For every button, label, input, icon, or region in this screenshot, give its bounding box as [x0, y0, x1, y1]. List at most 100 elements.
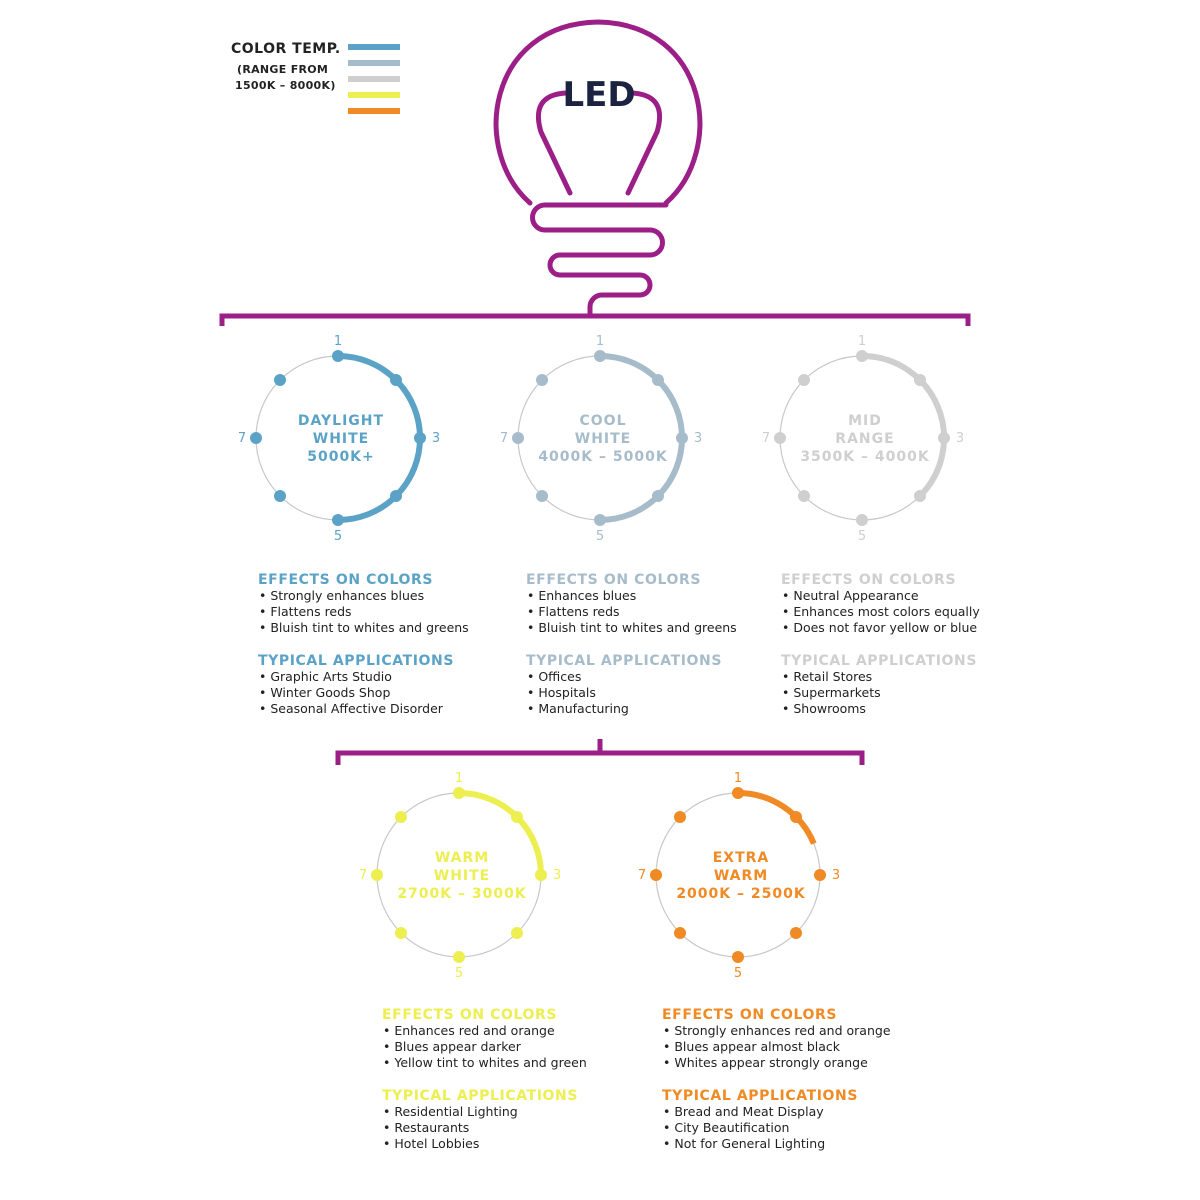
dial-dot	[651, 374, 664, 387]
legend-swatch	[348, 92, 400, 98]
bulb-icon	[493, 19, 703, 319]
dial-number: 7	[500, 431, 508, 446]
dial-number: 3	[832, 868, 840, 883]
dial-number: 7	[238, 431, 246, 446]
top-bracket	[219, 313, 971, 326]
effects-item: • Flattens reds	[527, 604, 620, 619]
dial-dot	[536, 489, 549, 502]
category-details-1: EFFECTS ON COLORS• Enhances blues• Flatt…	[526, 572, 737, 716]
dial-label-line: MID	[848, 413, 882, 429]
category-details-2: EFFECTS ON COLORS• Neutral Appearance• E…	[781, 572, 980, 716]
effects-heading: EFFECTS ON COLORS	[382, 1007, 557, 1023]
dial-dot	[676, 432, 688, 444]
dial-number: 7	[638, 868, 646, 883]
dial-dot	[594, 350, 606, 362]
effects-heading: EFFECTS ON COLORS	[662, 1007, 837, 1023]
dial-number: 1	[455, 771, 463, 786]
dial-arc	[737, 789, 817, 845]
dial-dot	[512, 432, 524, 444]
dial-label-line: 2700K – 3000K	[397, 886, 527, 902]
effects-item: • Does not favor yellow or blue	[782, 620, 977, 635]
filament-left	[535, 90, 573, 196]
applications-item: • Manufacturing	[527, 701, 629, 716]
applications-item: • City Beautification	[663, 1120, 789, 1135]
dial-dot	[395, 811, 408, 824]
applications-item: • Bread and Meat Display	[663, 1104, 824, 1119]
applications-heading: TYPICAL APPLICATIONS	[382, 1088, 578, 1104]
effects-item: • Yellow tint to whites and green	[383, 1055, 587, 1070]
dial-label-line: 2000K – 2500K	[676, 886, 806, 902]
dial-1: 1 3 5 7 COOL WHITE 4000K – 5000K	[500, 334, 702, 544]
dial-dot	[536, 374, 549, 387]
dial-label-line: WHITE	[575, 431, 631, 447]
legend-swatch	[348, 108, 400, 114]
dial-dot	[510, 811, 523, 824]
effects-heading: EFFECTS ON COLORS	[526, 572, 701, 588]
dial-dot	[732, 951, 744, 963]
effects-item: • Whites appear strongly orange	[663, 1055, 868, 1070]
dial-number: 3	[553, 868, 561, 883]
effects-item: • Enhances red and orange	[383, 1023, 555, 1038]
applications-item: • Winter Goods Shop	[259, 685, 390, 700]
dial-number: 1	[858, 334, 866, 349]
dial-dot	[913, 374, 926, 387]
effects-item: • Bluish tint to whites and greens	[527, 620, 737, 635]
dial-dot	[856, 514, 868, 526]
dial-number: 3	[694, 431, 702, 446]
dial-dot	[371, 869, 383, 881]
dial-label-line: WARM	[435, 850, 489, 866]
dial-number: 5	[734, 966, 742, 981]
dial-number: 5	[455, 966, 463, 981]
dial-dot	[453, 951, 465, 963]
applications-heading: TYPICAL APPLICATIONS	[662, 1088, 858, 1104]
bulb-outline	[493, 19, 703, 206]
applications-item: • Supermarkets	[782, 685, 881, 700]
dial-dot	[798, 374, 811, 387]
effects-heading: EFFECTS ON COLORS	[781, 572, 956, 588]
dial-label-line: WARM	[714, 868, 768, 884]
dial-dot	[332, 514, 344, 526]
applications-item: • Not for General Lighting	[663, 1136, 825, 1151]
dial-label-line: 3500K – 4000K	[800, 449, 930, 465]
dial-dot	[814, 869, 826, 881]
effects-heading: EFFECTS ON COLORS	[258, 572, 433, 588]
dial-number: 5	[858, 529, 866, 544]
dial-4: 1 3 5 7 EXTRA WARM 2000K – 2500K	[638, 771, 840, 981]
effects-item: • Strongly enhances red and orange	[663, 1023, 891, 1038]
dial-dot	[510, 926, 523, 939]
dial-dot	[453, 787, 465, 799]
dial-label-line: WHITE	[313, 431, 369, 447]
category-details-0: EFFECTS ON COLORS• Strongly enhances blu…	[258, 572, 469, 716]
dial-number: 7	[359, 868, 367, 883]
dial-2: 1 3 5 7 MID RANGE 3500K – 4000K	[762, 334, 964, 544]
effects-item: • Blues appear almost black	[663, 1039, 841, 1054]
dial-dot	[250, 432, 262, 444]
dial-number: 5	[334, 529, 342, 544]
dial-3: 1 3 5 7 WARM WHITE 2700K – 3000K	[359, 771, 561, 981]
effects-item: • Flattens reds	[259, 604, 352, 619]
dial-dot	[774, 432, 786, 444]
dial-dot	[674, 811, 687, 824]
dial-number: 1	[334, 334, 342, 349]
applications-item: • Offices	[527, 669, 581, 684]
bulb-label: LED	[562, 75, 635, 115]
legend-swatch	[348, 60, 400, 66]
legend-title: COLOR TEMP.	[231, 41, 341, 57]
dial-dot	[651, 489, 664, 502]
applications-item: • Residential Lighting	[383, 1104, 518, 1119]
dial-number: 7	[762, 431, 770, 446]
applications-item: • Seasonal Affective Disorder	[259, 701, 444, 716]
dial-dot	[594, 514, 606, 526]
category-details-4: EFFECTS ON COLORS• Strongly enhances red…	[662, 1007, 891, 1151]
category-details-3: EFFECTS ON COLORS• Enhances red and oran…	[382, 1007, 587, 1151]
bottom-bracket	[335, 739, 865, 765]
dial-number: 1	[596, 334, 604, 349]
effects-item: • Strongly enhances blues	[259, 588, 424, 603]
dial-dot	[789, 926, 802, 939]
bulb-coil	[530, 202, 669, 319]
legend-swatch	[348, 76, 400, 82]
dial-label-line: 5000K+	[307, 449, 375, 465]
legend-subtitle-line1: (RANGE FROM	[237, 63, 328, 76]
dial-dot	[389, 489, 402, 502]
dial-number: 3	[956, 431, 964, 446]
